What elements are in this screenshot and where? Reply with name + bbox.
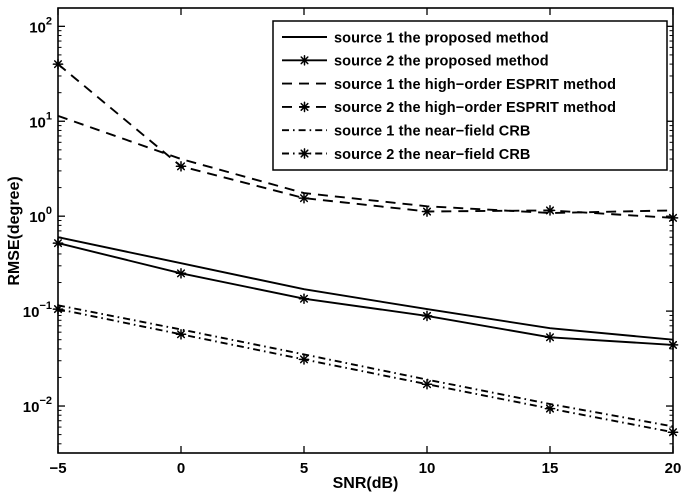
series-line-3	[57, 115, 674, 214]
series-markers-6	[52, 303, 679, 438]
x-axis-label: SNR(dB)	[332, 475, 399, 492]
x-axis: −5 0 5 10 15 20	[49, 8, 681, 477]
series-line-1	[57, 236, 674, 341]
x-tick-label: −5	[49, 460, 66, 477]
legend-label: source 2 the proposed method	[334, 54, 549, 70]
x-tick-label: 10	[419, 460, 436, 477]
legend-box	[272, 20, 668, 171]
y-tick-label: 10−1	[23, 300, 52, 321]
legend-entry-5: source 1 the near−field CRB	[282, 124, 531, 140]
legend-entry-3: source 1 the high−order ESPRIT method	[282, 77, 616, 93]
legend-label: source 1 the near−field CRB	[334, 124, 531, 140]
y-axis-label: RMSE(degree)	[6, 176, 23, 286]
legend-entry-6: source 2 the near−field CRB	[282, 147, 531, 163]
series-markers-4	[52, 58, 679, 224]
legend-label: source 1 the high−order ESPRIT method	[334, 77, 616, 93]
legend-label: source 1 the proposed method	[334, 30, 549, 46]
series-line-2	[57, 242, 674, 346]
series-markers-2	[52, 237, 679, 351]
y-tick-label: 10−2	[23, 395, 52, 416]
y-axis: 10−2 10−1 100 101 102	[23, 15, 673, 445]
y-tick-label: 102	[29, 15, 52, 36]
legend-label: source 2 the near−field CRB	[334, 147, 531, 163]
legend-label: source 2 the high−order ESPRIT method	[334, 100, 616, 116]
legend: source 1 the proposed method source 2 the…	[272, 20, 668, 171]
y-tick-label: 100	[29, 205, 52, 226]
x-tick-label: 20	[665, 460, 682, 477]
series-line-5	[57, 304, 674, 428]
legend-entry-1: source 1 the proposed method	[282, 30, 549, 46]
series-line-4	[57, 63, 674, 219]
x-tick-label: 5	[300, 460, 308, 477]
x-tick-label: 15	[542, 460, 559, 477]
legend-entry-4: source 2 the high−order ESPRIT method	[282, 100, 616, 116]
x-tick-label: 0	[177, 460, 185, 477]
y-tick-label: 101	[29, 110, 52, 131]
series-line-6	[57, 308, 674, 434]
legend-entry-2: source 2 the proposed method	[282, 54, 549, 70]
